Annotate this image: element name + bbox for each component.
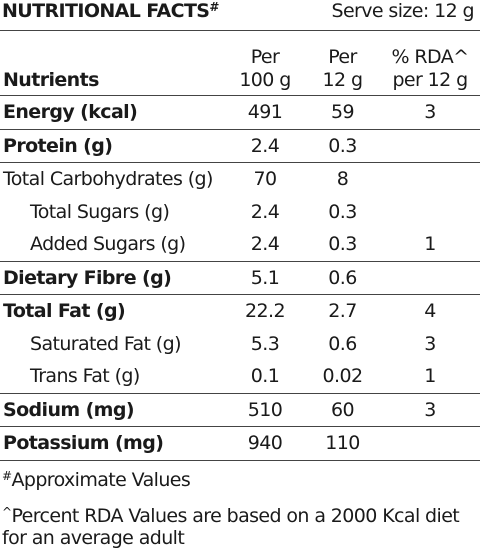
cell-value: 1: [424, 365, 436, 388]
title-mark: #: [209, 0, 219, 14]
nutrient-row: Protein (g) 2.4 0.3: [0, 130, 480, 163]
footnote-mark: #: [2, 468, 12, 483]
footnote: #Approximate Values: [2, 465, 478, 491]
cell-value: 0.02: [322, 365, 364, 388]
cell-value: 2.7: [328, 300, 357, 323]
serve-size: Serve size: 12 g: [331, 0, 475, 22]
cell-value: 22.2: [245, 300, 286, 323]
column-header-line: Per: [328, 46, 357, 68]
nutrient-row: Potassium (mg) 940 110: [0, 427, 480, 460]
footnote: ^Percent RDA Values are based on a 2000 …: [2, 501, 478, 549]
nutrient-name: Total Fat (g): [3, 300, 126, 323]
header-row: Nutrients Per 100 g Per 12 g% RDA^ per 12 g: [0, 31, 480, 96]
footnote-text: Approximate Values: [11, 468, 191, 491]
nutrient-row: Saturated Fat (g) 5.3 0.6 3: [0, 328, 480, 361]
cell-value: 3: [424, 398, 436, 421]
nutrient-name: Sodium (mg): [3, 398, 135, 421]
row-group: Total Carbohydrates (g) 70 8 Total Sugars (…: [0, 163, 480, 262]
column-header-line: Per: [250, 46, 280, 68]
nutrient-row: Added Sugars (g) 2.4 0.3 1: [0, 228, 480, 261]
title-text: NUTRITIONAL FACTS: [2, 0, 210, 22]
cell-value: 0.1: [250, 365, 280, 388]
nutrient-row: Trans Fat (g) 0.1 0.02 1: [0, 360, 480, 393]
row-group: Total Fat (g) 22.2 2.7 4 Saturated Fat (g) 5.…: [0, 295, 480, 394]
row-group: Protein (g) 2.4 0.3: [0, 130, 480, 163]
cell-value: 5.1: [250, 266, 280, 289]
cell-value: 4: [424, 300, 436, 323]
nutrient-row: Dietary Fibre (g) 5.1 0.6: [0, 262, 480, 295]
nutrient-row: Energy (kcal) 491 59 3: [0, 96, 480, 129]
nutrient-name: Potassium (mg): [3, 432, 164, 455]
cell-value: 510: [247, 398, 283, 421]
row-group: Energy (kcal) 491 59 3: [0, 96, 480, 130]
cell-value: 2.4: [250, 233, 280, 256]
cell-value: 70: [253, 168, 278, 191]
cell-value: 110: [325, 432, 360, 455]
nutrient-row: Sodium (mg) 510 60 3: [0, 394, 480, 427]
column-header: % RDA^ per 12 g: [380, 46, 480, 92]
nutrient-name: Added Sugars (g): [30, 233, 186, 256]
row-group: Potassium (mg) 940 110: [0, 427, 480, 461]
column-header-line: % RDA^: [391, 46, 470, 68]
title: NUTRITIONAL FACTS#: [2, 0, 220, 22]
footnote-mark: ^: [2, 504, 12, 519]
row-group: Dietary Fibre (g) 5.1 0.6: [0, 262, 480, 295]
cell-value: 3: [424, 332, 436, 355]
nutrient-name: Protein (g): [3, 134, 113, 157]
cell-value: 0.3: [328, 134, 357, 157]
cell-value: 2.4: [250, 200, 280, 223]
cell-value: 0.6: [328, 266, 357, 289]
cell-value: 940: [247, 432, 283, 455]
cell-value: 491: [247, 101, 283, 124]
column-header-line: 100 g: [239, 69, 291, 91]
column-header-line: Nutrients: [3, 69, 99, 91]
nutrient-row: Total Fat (g) 22.2 2.7 4: [0, 295, 480, 328]
header: NUTRITIONAL FACTS# Serve size: 12 g: [0, 0, 480, 31]
footnote-text: Percent RDA Values are based on a 2000 K…: [2, 504, 460, 549]
cell-value: 59: [331, 101, 355, 124]
cell-value: 2.4: [250, 134, 280, 157]
nutrient-row: Total Carbohydrates (g) 70 8: [0, 163, 480, 196]
nutrient-name: Saturated Fat (g): [30, 332, 182, 355]
column-header-line: 12 g: [322, 69, 363, 91]
cell-value: 0.6: [328, 332, 357, 355]
nutrient-name: Energy (kcal): [3, 101, 138, 124]
table: Nutrients Per 100 g Per 12 g% RDA^ per 12 g En…: [0, 31, 480, 461]
cell-value: 0.3: [328, 233, 357, 256]
cell-value: 60: [331, 398, 355, 421]
column-header: Per 100 g: [225, 46, 305, 92]
cell-value: 1: [424, 233, 436, 256]
column-header-line: per 12 g: [392, 69, 468, 91]
footnotes: #Approximate Values ^Percent RDA Values a…: [0, 461, 480, 553]
cell-value: 3: [424, 101, 436, 124]
cell-value: 5.3: [250, 332, 280, 355]
cell-value: 0.3: [328, 200, 357, 223]
column-header: Nutrients: [0, 69, 225, 92]
column-header: Per 12 g: [305, 46, 380, 92]
nutrient-name: Total Carbohydrates (g): [3, 168, 213, 191]
nutrient-name: Dietary Fibre (g): [3, 266, 172, 289]
row-group: Sodium (mg) 510 60 3: [0, 394, 480, 427]
nutrient-row: Total Sugars (g) 2.4 0.3: [0, 196, 480, 229]
nutrient-name: Trans Fat (g): [30, 365, 140, 388]
nutrient-name: Total Sugars (g): [30, 200, 170, 223]
cell-value: 8: [336, 168, 349, 191]
